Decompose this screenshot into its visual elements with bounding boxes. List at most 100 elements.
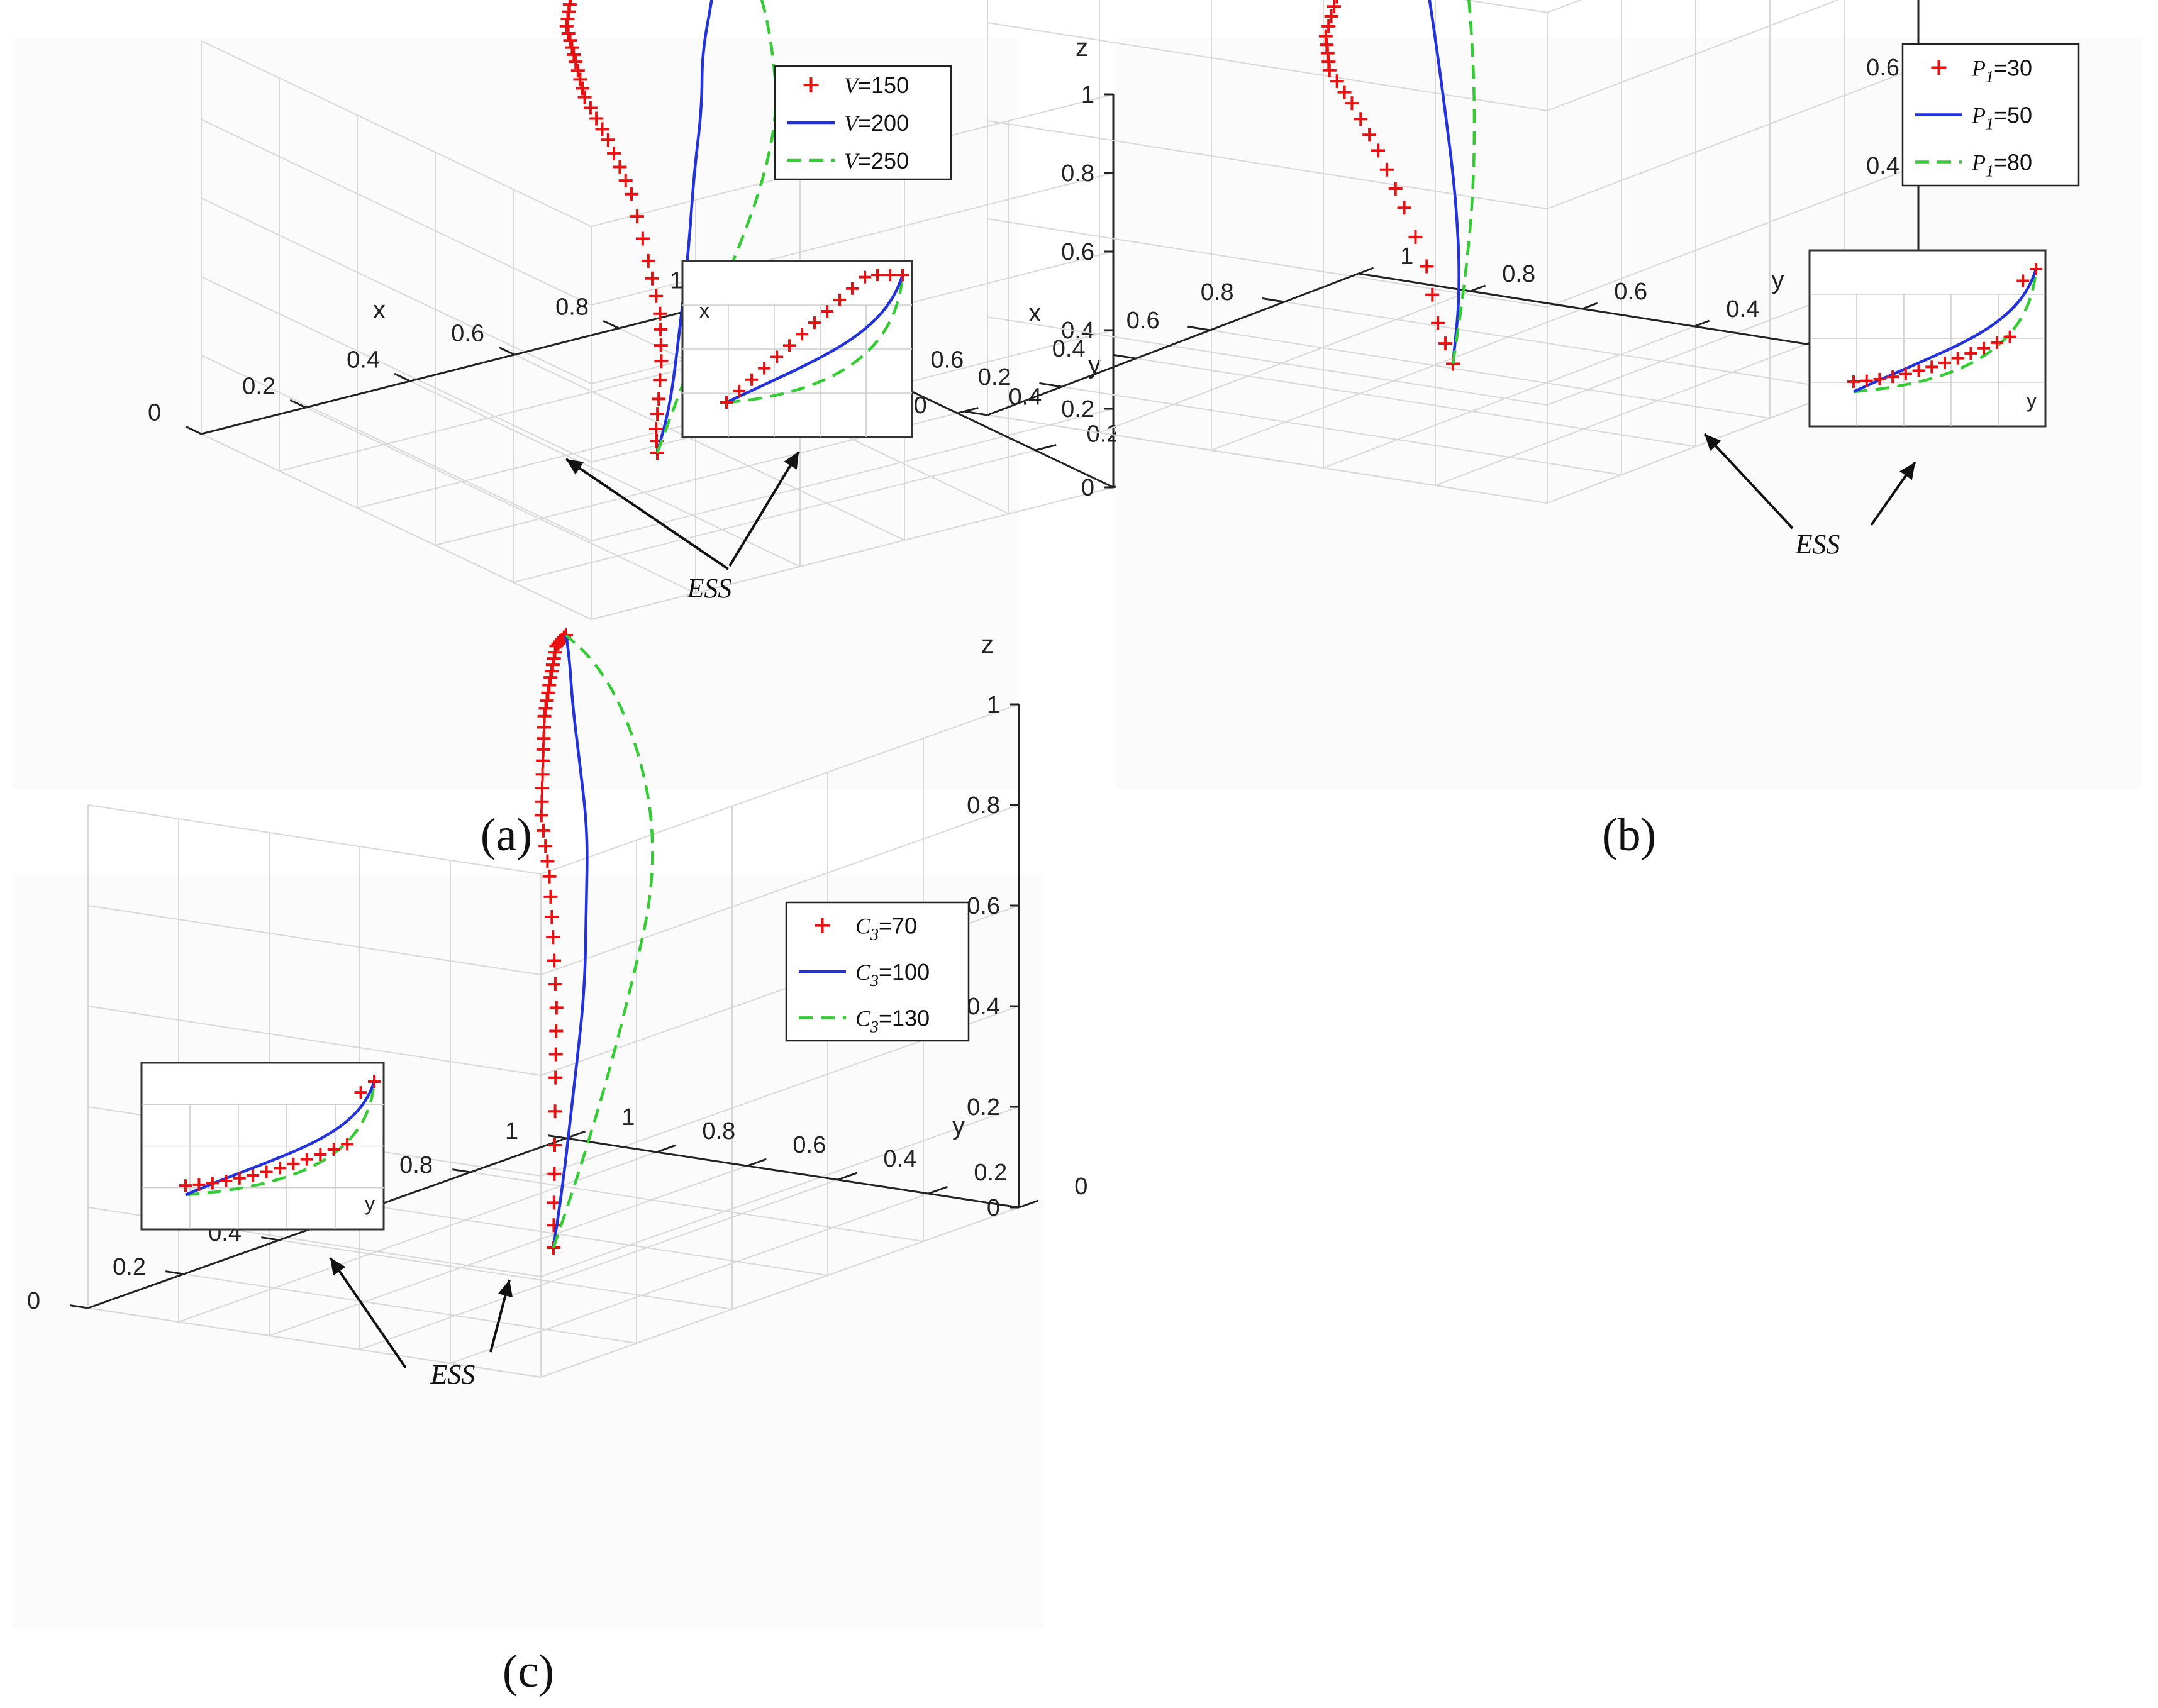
- inset-marker: [206, 1177, 219, 1190]
- data-point-marker: [654, 322, 668, 336]
- x-tick: [394, 372, 411, 382]
- inset-marker: [2016, 274, 2030, 287]
- data-point-marker: [561, 26, 576, 40]
- inset-marker: [247, 1168, 260, 1182]
- floor-grid-line: [183, 1273, 637, 1344]
- x-axis-line: [987, 272, 1359, 416]
- floor-grid-line: [1211, 308, 1583, 451]
- inset-marker: [287, 1157, 300, 1170]
- x-tick: [69, 1304, 89, 1309]
- data-point-marker: [540, 854, 555, 868]
- data-point-marker: [548, 1047, 563, 1062]
- data-point-marker: [654, 338, 668, 353]
- y-tick: [957, 407, 979, 414]
- legend-label: P1=30: [1971, 55, 2032, 86]
- inset-marker: [2003, 330, 2016, 343]
- inset-marker: [871, 269, 884, 281]
- inset-curve: [185, 1081, 376, 1197]
- data-point-marker: [545, 910, 559, 924]
- data-point-marker: [565, 40, 579, 55]
- y-tick: [1694, 319, 1710, 328]
- data-point-marker: [1438, 336, 1453, 351]
- inset-marker: [341, 1138, 354, 1151]
- data-point-marker: [570, 64, 585, 78]
- data-point-marker: [567, 47, 581, 62]
- x-tick: [165, 1270, 184, 1275]
- legend-value: =200: [858, 110, 909, 136]
- legend-marker-plus: [803, 77, 819, 92]
- floor-grid-line: [359, 1179, 838, 1350]
- legend-symbol: P: [1971, 103, 1986, 128]
- x-tick-label: 0: [914, 392, 927, 419]
- legend-symbol: V: [844, 111, 860, 136]
- y-axis-label: y: [952, 1112, 965, 1140]
- x-tick-label: 0.6: [451, 321, 484, 347]
- wall-grid-line: [87, 804, 542, 875]
- x-tick-label: 0.8: [399, 1152, 433, 1178]
- wall-grid-line: [540, 1207, 1020, 1378]
- legend-value: =150: [858, 72, 909, 98]
- z-tick-label: 0.6: [1866, 55, 1899, 81]
- legend-symbol: V: [844, 148, 860, 174]
- x-tick: [1113, 353, 1137, 360]
- legend-marker-plus: [1931, 60, 1947, 75]
- data-point-marker: [607, 146, 621, 160]
- data-point-marker: [1397, 201, 1411, 215]
- inset-curve: [1853, 269, 2038, 394]
- series-line-V=200: [655, 0, 713, 453]
- floor-grid-line: [279, 1239, 733, 1310]
- y-tick: [1358, 267, 1374, 275]
- y-tick-label: 1: [1400, 243, 1413, 270]
- y-tick-label: 0.2: [1086, 421, 1120, 448]
- data-point-marker: [630, 209, 644, 224]
- x-tick: [1187, 325, 1211, 331]
- wall-grid-line: [540, 804, 1020, 975]
- wall-grid-line: [201, 276, 592, 463]
- y-tick: [1582, 302, 1598, 310]
- wall-grid-line: [87, 1307, 542, 1378]
- floor-grid-line: [450, 1193, 929, 1364]
- panel-b-plot: 00.20.40.60.8x00.20.40.60.81y00.20.40.60…: [914, 0, 2080, 560]
- inset-marker: [1925, 360, 1938, 374]
- inset-marker: [354, 1086, 367, 1099]
- inset-curve: [185, 1081, 376, 1197]
- z-tick-label: 0.8: [1061, 160, 1094, 187]
- x-tick-label: 0.6: [1126, 308, 1160, 334]
- legend-label: P1=80: [1971, 150, 2032, 180]
- data-point-marker: [537, 823, 550, 838]
- data-point-marker: [548, 1104, 562, 1119]
- legend-label: V=250: [844, 148, 909, 174]
- y-tick: [656, 1144, 676, 1153]
- x-tick: [452, 1168, 471, 1173]
- y-tick-label: 0.4: [883, 1146, 916, 1172]
- data-point-marker: [535, 767, 550, 782]
- data-point-marker: [1420, 259, 1434, 274]
- floor-grid-line: [269, 1165, 748, 1336]
- legend-subscript: 1: [1986, 162, 1994, 180]
- inset-marker: [796, 328, 808, 341]
- wall-grid-line: [591, 172, 1114, 306]
- legend-subscript: 3: [870, 1018, 879, 1036]
- y-tick-label: 0.6: [793, 1132, 826, 1158]
- inset-marker: [1899, 367, 1912, 380]
- x-axis-label: x: [1028, 299, 1041, 327]
- data-point-marker: [595, 122, 609, 136]
- inset-marker: [884, 269, 896, 281]
- z-tick-label: 0.2: [1061, 396, 1094, 423]
- inset-marker: [1912, 364, 1925, 377]
- wall-grid-line: [591, 487, 1114, 620]
- y-tick-label: 0.6: [930, 347, 964, 374]
- inset-marker: [260, 1165, 273, 1178]
- data-point-marker: [613, 160, 627, 174]
- inset-marker: [846, 282, 859, 295]
- wall-grid-line: [201, 355, 592, 541]
- legend-value: =250: [858, 148, 909, 174]
- data-point-marker: [543, 889, 558, 904]
- data-point-marker: [546, 930, 560, 945]
- inset-marker: [368, 1075, 381, 1088]
- y-tick: [1035, 444, 1057, 452]
- legend-symbol: C: [855, 1006, 871, 1031]
- data-point-marker: [618, 174, 633, 188]
- x-axis-line: [201, 301, 724, 435]
